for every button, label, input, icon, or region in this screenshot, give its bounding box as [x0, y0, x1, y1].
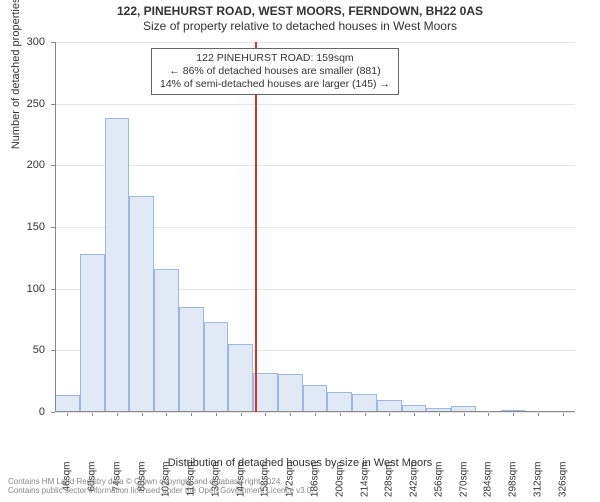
x-axis-line	[55, 411, 575, 412]
histogram-bar	[55, 395, 80, 412]
y-tick-label: 250	[27, 98, 45, 110]
y-tick-label: 100	[27, 283, 45, 295]
histogram-bar	[204, 322, 229, 412]
footer-line-2: Contains public sector information licen…	[8, 486, 592, 496]
y-ticks: 050100150200250300	[0, 42, 50, 412]
y-tick-label: 200	[27, 159, 45, 171]
title-block: 122, PINEHURST ROAD, WEST MOORS, FERNDOW…	[0, 0, 600, 33]
y-tick-label: 150	[27, 221, 45, 233]
chart-container: 122, PINEHURST ROAD, WEST MOORS, FERNDOW…	[0, 0, 600, 500]
histogram-bar	[352, 394, 377, 413]
y-tick-label: 0	[39, 406, 45, 418]
annotation-line-3: 14% of semi-detached houses are larger (…	[160, 78, 390, 91]
chart-title: 122, PINEHURST ROAD, WEST MOORS, FERNDOW…	[0, 4, 600, 18]
annotation-box: 122 PINEHURST ROAD: 159sqm ← 86% of deta…	[151, 48, 399, 95]
x-ticks: 46sqm60sqm74sqm88sqm102sqm116sqm130sqm14…	[55, 412, 575, 457]
histogram-bar	[303, 385, 328, 412]
y-axis-line	[55, 42, 56, 412]
grid-line	[55, 412, 575, 413]
footer-line-1: Contains HM Land Registry data © Crown c…	[8, 477, 592, 487]
annotation-line-2: ← 86% of detached houses are smaller (88…	[160, 65, 390, 78]
y-tick-label: 300	[27, 36, 45, 48]
marker-line	[255, 42, 257, 412]
footer: Contains HM Land Registry data © Crown c…	[0, 475, 600, 498]
histogram-bar	[228, 344, 253, 412]
histogram-bar	[278, 374, 303, 412]
chart-subtitle: Size of property relative to detached ho…	[0, 19, 600, 33]
annotation-line-1: 122 PINEHURST ROAD: 159sqm	[160, 52, 390, 65]
bars-group	[55, 42, 575, 412]
x-axis-label: Distribution of detached houses by size …	[0, 457, 600, 469]
plot-area: 122 PINEHURST ROAD: 159sqm ← 86% of deta…	[55, 42, 575, 412]
histogram-bar	[105, 118, 130, 412]
y-tick-label: 50	[33, 344, 45, 356]
histogram-bar	[154, 269, 179, 412]
histogram-bar	[327, 392, 352, 412]
histogram-bar	[129, 196, 154, 412]
histogram-bar	[179, 307, 204, 412]
histogram-bar	[80, 254, 105, 412]
